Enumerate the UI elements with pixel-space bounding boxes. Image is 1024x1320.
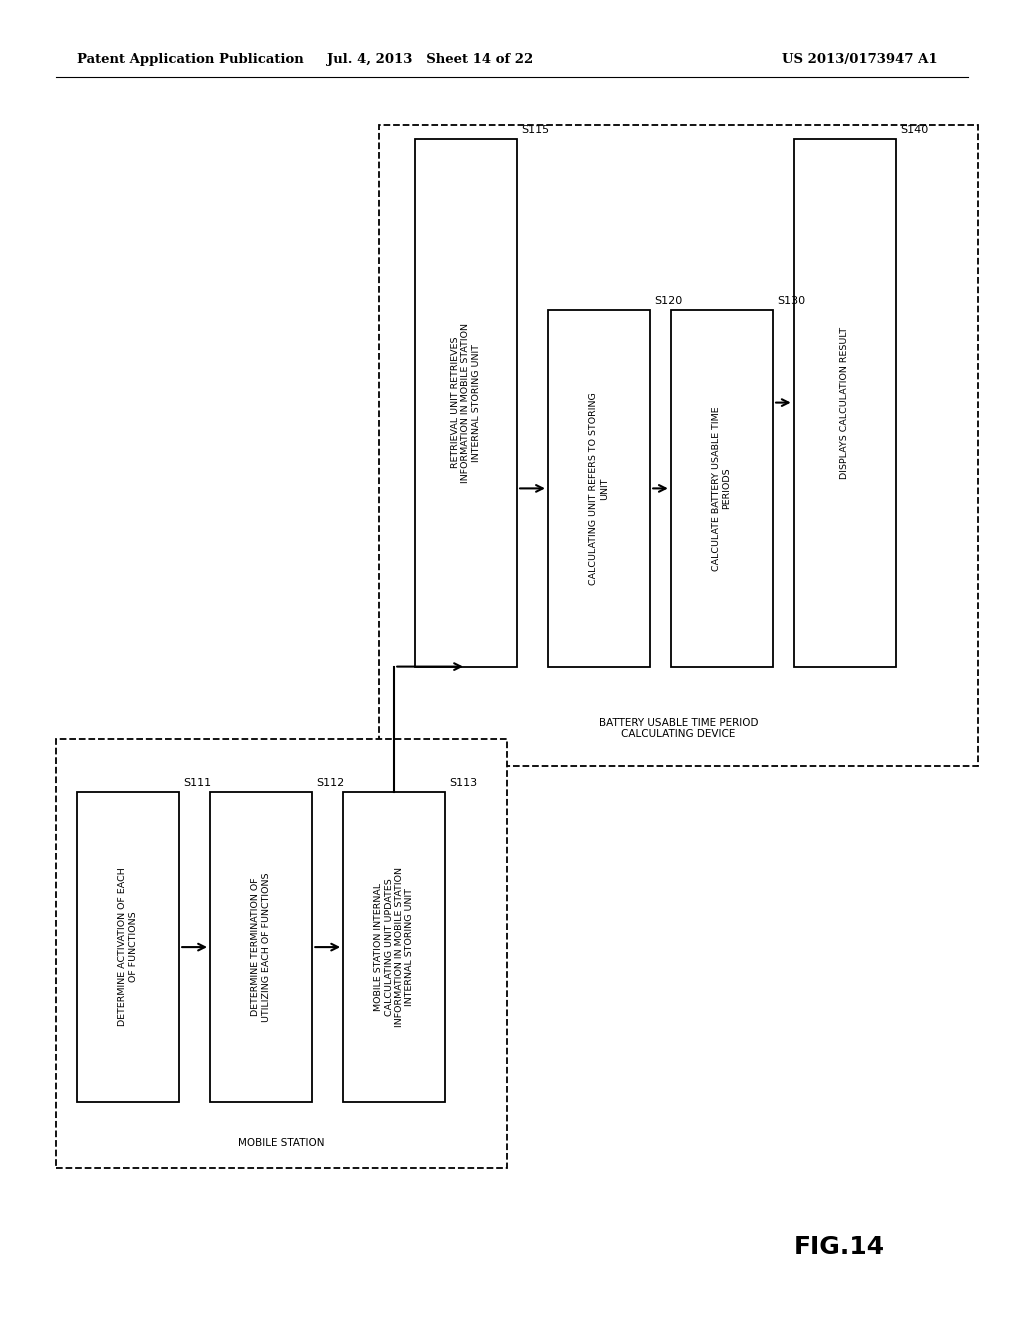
Bar [794,139,896,667]
Text: DISPLAYS CALCULATION RESULT: DISPLAYS CALCULATION RESULT [841,326,849,479]
Text: Jul. 4, 2013   Sheet 14 of 22: Jul. 4, 2013 Sheet 14 of 22 [327,53,534,66]
Bar [56,739,507,1168]
Text: S113: S113 [450,777,477,788]
Bar [77,792,179,1102]
Bar [548,310,650,667]
Text: DETERMINE TERMINATION OF
UTILIZING EACH OF FUNCTIONS: DETERMINE TERMINATION OF UTILIZING EACH … [252,873,270,1022]
Text: S111: S111 [183,777,211,788]
Bar [379,125,978,766]
Text: MOBILE STATION INTERNAL
CALCULATING UNIT UPDATES
INFORMATION IN MOBILE STATION
I: MOBILE STATION INTERNAL CALCULATING UNIT… [374,867,415,1027]
Text: Patent Application Publication: Patent Application Publication [77,53,303,66]
Text: BATTERY USABLE TIME PERIOD
CALCULATING DEVICE: BATTERY USABLE TIME PERIOD CALCULATING D… [599,718,758,739]
Text: US 2013/0173947 A1: US 2013/0173947 A1 [782,53,938,66]
Text: S112: S112 [316,777,345,788]
Text: S115: S115 [521,124,549,135]
Text: MOBILE STATION: MOBILE STATION [239,1138,325,1148]
Bar [343,792,445,1102]
Bar [415,139,517,667]
Text: S140: S140 [900,124,929,135]
Text: RETRIEVAL UNIT RETRIEVES
INFORMATION IN MOBILE STATION
INTERNAL STORING UNIT: RETRIEVAL UNIT RETRIEVES INFORMATION IN … [451,322,481,483]
Text: CALCULATING UNIT REFERS TO STORING
UNIT: CALCULATING UNIT REFERS TO STORING UNIT [590,392,608,585]
Text: FIG.14: FIG.14 [795,1236,885,1259]
Bar [671,310,773,667]
Bar [210,792,312,1102]
Text: CALCULATE BATTERY USABLE TIME
PERIODS: CALCULATE BATTERY USABLE TIME PERIODS [713,407,731,570]
Text: S120: S120 [654,296,683,306]
Text: S130: S130 [777,296,805,306]
Text: DETERMINE ACTIVATION OF EACH
OF FUNCTIONS: DETERMINE ACTIVATION OF EACH OF FUNCTION… [119,867,137,1027]
